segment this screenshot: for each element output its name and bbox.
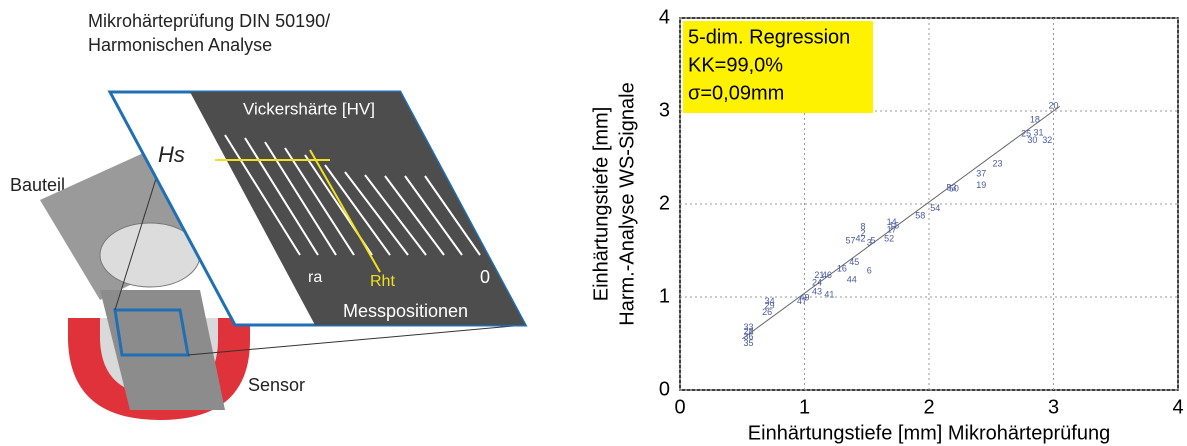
annotation: σ=0,09mm	[688, 82, 784, 104]
data-point: 52	[884, 234, 894, 244]
data-point: 15	[889, 221, 899, 231]
diagram-title: Harmonischen Analyse	[88, 35, 272, 55]
data-point: 58	[915, 210, 925, 220]
x-tick-label: 3	[1048, 396, 1059, 418]
data-point: 47	[797, 296, 807, 306]
y-axis-label: Harm.-Analyse WS-Signale	[616, 82, 638, 325]
page: Mikrohärteprüfung DIN 50190/ Harmonische…	[0, 0, 1187, 446]
data-point: 5	[870, 236, 875, 246]
positions-label: Messpositionen	[343, 301, 468, 321]
x-axis-label: Einhärtungstiefe [mm] Mikrohärteprüfung	[748, 422, 1110, 444]
y-axis-label: Einhärtungstiefe [mm]	[590, 107, 612, 302]
data-point: 18	[1030, 115, 1040, 125]
data-point: 16	[837, 263, 847, 273]
x-tick-label: 4	[1172, 396, 1183, 418]
x-tick-label: 2	[923, 396, 934, 418]
sensor-label: Sensor	[248, 375, 305, 395]
x-tick-label: 1	[799, 396, 810, 418]
data-point: 50	[949, 183, 959, 193]
ra-label: ra	[308, 269, 322, 286]
data-point: 6	[867, 265, 872, 275]
diagram-title: Mikrohärteprüfung DIN 50190/	[88, 11, 330, 31]
illustration: Mikrohärteprüfung DIN 50190/ Harmonische…	[10, 11, 525, 420]
hs-label: Hs	[158, 142, 185, 167]
data-point: 54	[930, 203, 940, 213]
x-tick-label: 0	[674, 396, 685, 418]
data-point: 26	[762, 307, 772, 317]
annotation: KK=99,0%	[688, 54, 783, 76]
data-point: 45	[849, 257, 859, 267]
data-point: 30	[1027, 135, 1037, 145]
y-tick-label: 3	[659, 99, 670, 121]
data-point: 23	[992, 158, 1002, 168]
y-tick-label: 0	[659, 378, 670, 400]
data-point: 57	[846, 236, 856, 246]
data-point: 37	[976, 169, 986, 179]
part-label: Bauteil	[10, 175, 65, 195]
annotation: 5-dim. Regression	[688, 26, 850, 48]
data-point: 44	[847, 275, 857, 285]
y-tick-label: 1	[659, 285, 670, 307]
data-point: 19	[976, 180, 986, 190]
data-point: 32	[1042, 135, 1052, 145]
data-point: 43	[812, 287, 822, 297]
data-point: 42	[856, 234, 866, 244]
data-point: 20	[1048, 101, 1058, 111]
data-point: 35	[743, 338, 753, 348]
zero-label: 0	[480, 267, 490, 287]
y-tick-label: 2	[659, 192, 670, 214]
rht-label: Rht	[370, 273, 395, 290]
y-tick-label: 4	[659, 6, 670, 28]
hardness-label: Vickershärte [HV]	[243, 99, 375, 118]
data-point: 41	[824, 290, 834, 300]
